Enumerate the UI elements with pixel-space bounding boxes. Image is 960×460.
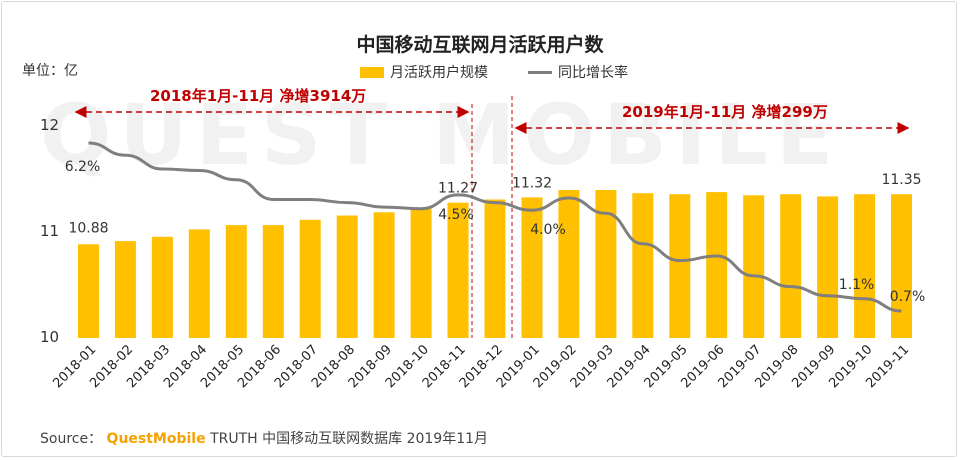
chart-title: 中国移动互联网月活跃用户数 bbox=[356, 34, 604, 56]
bar-2019-04 bbox=[632, 193, 654, 338]
bar-2018-02 bbox=[114, 241, 136, 338]
legend-line-label: 同比增长率 bbox=[558, 65, 628, 81]
bar-2019-08 bbox=[780, 194, 802, 338]
growth-rate-label: 6.2% bbox=[65, 159, 101, 175]
growth-rate-label: 0.7% bbox=[890, 289, 926, 305]
source-rest: TRUTH 中国移动互联网数据库 2019年11月 bbox=[210, 431, 489, 447]
left-range-annotation: 2018年1月-11月 净增3914万 bbox=[150, 87, 366, 105]
growth-rate-label: 4.5% bbox=[438, 207, 474, 223]
bar-2018-04 bbox=[188, 229, 210, 338]
bar-2018-05 bbox=[225, 225, 247, 338]
bar-2019-09 bbox=[817, 196, 839, 338]
bar-value-label: 10.88 bbox=[68, 220, 108, 236]
legend-bar-label: 月活跃用户规模 bbox=[390, 65, 488, 81]
bar-value-label: 11.35 bbox=[881, 172, 921, 188]
right-range-annotation: 2019年1月-11月 净增299万 bbox=[622, 103, 828, 121]
bar-2019-01 bbox=[521, 197, 543, 338]
source-note: Source： QuestMobile TRUTH 中国移动互联网数据库 201… bbox=[40, 428, 488, 448]
source-prefix: Source： bbox=[40, 431, 103, 447]
bar-2018-06 bbox=[262, 225, 284, 338]
bar-2019-05 bbox=[669, 194, 691, 338]
bar-2018-03 bbox=[151, 236, 173, 338]
y-tick-label: 11 bbox=[40, 222, 59, 240]
bar-2018-10 bbox=[410, 208, 432, 338]
source-brand: QuestMobile bbox=[106, 431, 206, 447]
bar-2019-11 bbox=[891, 194, 912, 338]
unit-label: 单位：亿 bbox=[22, 63, 78, 79]
bar-2018-09 bbox=[373, 212, 395, 338]
bar-2019-10 bbox=[854, 194, 876, 338]
bar-2018-11 bbox=[447, 202, 469, 338]
bar-2018-12 bbox=[484, 199, 506, 338]
legend-line-swatch bbox=[528, 70, 552, 74]
bar-value-label: 11.32 bbox=[512, 175, 552, 191]
bar-value-label: 11.27 bbox=[438, 181, 478, 197]
bar-2018-07 bbox=[299, 219, 321, 338]
bar-2019-02 bbox=[558, 190, 580, 338]
bar-2018-01 bbox=[78, 244, 99, 338]
bar-2019-06 bbox=[706, 192, 728, 338]
y-tick-label: 10 bbox=[40, 328, 59, 346]
bar-2019-07 bbox=[743, 195, 765, 338]
growth-rate-label: 1.1% bbox=[839, 277, 875, 293]
bar-2019-03 bbox=[595, 190, 617, 338]
growth-rate-line bbox=[88, 141, 902, 313]
bar-2018-08 bbox=[336, 215, 358, 338]
legend: 月活跃用户规模 同比增长率 bbox=[360, 62, 628, 82]
growth-rate-label: 4.0% bbox=[530, 222, 566, 238]
legend-bar-swatch bbox=[360, 66, 384, 78]
watermark: QUEST MOBILE bbox=[40, 86, 842, 184]
y-tick-label: 12 bbox=[40, 116, 59, 134]
